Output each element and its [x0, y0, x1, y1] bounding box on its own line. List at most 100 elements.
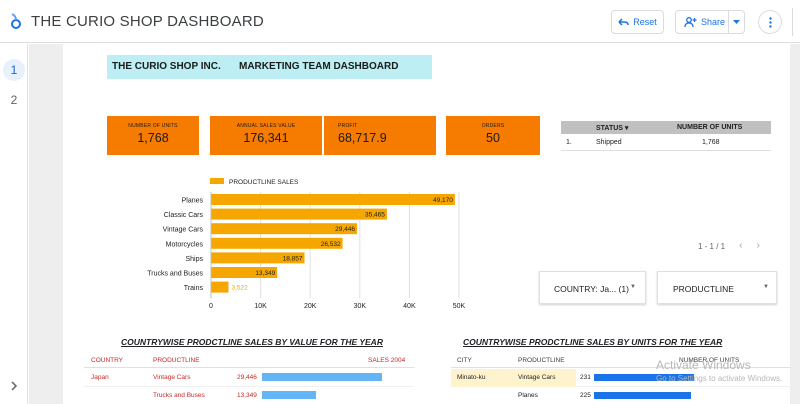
- country-filter-label: COUNTRY: Ja... (1): [554, 284, 629, 294]
- kpi-label: ORDERS: [481, 123, 505, 129]
- x-tick-label: 30K: [354, 303, 367, 310]
- next-page-button[interactable]: ›: [756, 240, 760, 251]
- productline-column-header[interactable]: PRODUCTLINE: [518, 357, 565, 364]
- city-cell-highlight: [451, 369, 514, 387]
- productline-cell-highlight: [514, 369, 576, 387]
- status-cell: Shipped: [596, 139, 622, 146]
- more-options-button[interactable]: [758, 10, 782, 34]
- page-navigation-rail: 1 2: [0, 44, 28, 404]
- app-title: THE CURIO SHOP DASHBOARD: [31, 13, 264, 30]
- units-bar: [594, 374, 694, 381]
- share-dropdown-button[interactable]: [729, 20, 744, 24]
- report-subtitle: MARKETING TEAM DASHBOARD: [239, 61, 399, 72]
- kpi-orders: ORDERS 50: [446, 116, 540, 155]
- sort-desc-icon: ▾: [624, 125, 629, 132]
- reset-button[interactable]: Reset: [611, 10, 664, 34]
- x-tick-label: 20K: [304, 303, 317, 310]
- reset-button-label: Reset: [633, 17, 657, 27]
- chevron-right-icon[interactable]: [6, 378, 22, 394]
- data-label: 29,446: [335, 226, 355, 233]
- share-button[interactable]: Share: [675, 10, 745, 34]
- table-pager: 1 - 1 / 1 ‹ ›: [698, 240, 760, 252]
- sales-column-header[interactable]: SALES 2004: [368, 357, 406, 364]
- kpi-value: 50: [486, 131, 500, 145]
- category-label: Trains: [184, 285, 204, 292]
- x-tick-label: 40K: [403, 303, 416, 310]
- data-label: 13,349: [255, 270, 275, 277]
- activate-windows-watermark: Activate Windows Go to Settings to activ…: [656, 358, 782, 386]
- pager-text: 1 - 1 / 1: [698, 242, 726, 251]
- sales-value-cell: 13,349: [237, 392, 257, 399]
- sales-value-cell: 29,446: [237, 374, 257, 381]
- prev-page-button[interactable]: ‹: [739, 240, 743, 251]
- x-tick-label: 0: [209, 303, 213, 310]
- sales-table-header: COUNTRY PRODUCTLINE SALES 2004: [84, 353, 414, 368]
- watermark-line-1: Activate Windows: [656, 358, 751, 372]
- productline-cell: Vintage Cars: [518, 374, 556, 381]
- productline-sales-chart: PRODUCTLINE SALES 0 10K 20K 30K 40K 50K Planes 4…: [147, 178, 466, 310]
- country-filter[interactable]: COUNTRY: Ja... (1) ▼: [539, 271, 646, 304]
- units-table-title: COUNTRYWISE PRODCTLINE SALES BY UNITS FO…: [463, 337, 723, 347]
- x-tick-label: 10K: [254, 303, 267, 310]
- caret-down-icon: [732, 20, 740, 24]
- sales-table-title: COUNTRYWISE PRODCTLINE SALES BY VALUE FO…: [121, 337, 383, 347]
- units-value-cell: 231: [580, 374, 591, 381]
- kpi-annual-sales-value: ANNUAL SALES VALUE 176,341: [210, 116, 322, 155]
- kpi-value: 68,717.9: [338, 131, 387, 145]
- kpi-label: PROFIT: [338, 123, 358, 129]
- data-label: 18,857: [283, 255, 303, 262]
- bar: [211, 194, 455, 205]
- company-name: THE CURIO SHOP INC.: [112, 61, 221, 72]
- sales-bar: [262, 373, 382, 381]
- toolbar-divider: [792, 8, 793, 36]
- units-value-cell: 225: [580, 392, 591, 399]
- bar: [211, 208, 387, 220]
- productline-cell: Trucks and Buses: [153, 392, 205, 399]
- kpi-value: 176,341: [243, 131, 289, 145]
- kpi-label: ANNUAL SALES VALUE: [236, 123, 296, 129]
- row-index: 1.: [566, 139, 572, 146]
- category-label: Motorcycles: [166, 241, 204, 248]
- city-column-header[interactable]: CITY: [457, 357, 472, 364]
- status-table-header: STATUS ▾ NUMBER OF UNITS: [561, 121, 771, 134]
- productline-column-header[interactable]: PRODUCTLINE: [153, 357, 200, 364]
- productline-cell: Planes: [518, 392, 538, 399]
- kpi-profit: PROFIT 68,717.9: [324, 116, 436, 155]
- watermark-line-2: Go to Settings to activate Windows.: [656, 374, 783, 383]
- page-1-button[interactable]: 1: [3, 59, 25, 81]
- country-cell: Japan: [91, 374, 109, 381]
- undo-icon: [618, 18, 629, 26]
- productline-filter[interactable]: PRODUCTLINE ▼: [657, 271, 777, 304]
- table-row: Japan Vintage Cars 29,446: [84, 369, 414, 387]
- bar: [211, 223, 358, 235]
- table-row: 1. Shipped 1,768: [561, 134, 771, 151]
- table-row: Trucks and Buses 13,349: [84, 387, 414, 404]
- more-vert-icon: [768, 16, 772, 28]
- legend-label: PRODUCTLINE SALES: [229, 179, 299, 186]
- kpi-label: NUMBER OF UNITS: [128, 123, 178, 129]
- sales-bar: [262, 391, 317, 399]
- top-bar: THE CURIO SHOP DASHBOARD Reset Share: [0, 0, 800, 43]
- looker-studio-icon: [11, 13, 21, 29]
- country-column-header[interactable]: COUNTRY: [91, 357, 124, 364]
- productline-cell: Vintage Cars: [153, 374, 191, 381]
- data-label: 49,170: [433, 197, 453, 204]
- city-cell: Minato-ku: [457, 374, 486, 381]
- bar: [211, 237, 343, 249]
- caret-down-icon: ▼: [763, 284, 769, 290]
- units-column-header[interactable]: NUMBER OF UNITS: [679, 357, 740, 364]
- bar: [211, 281, 229, 293]
- category-label: Planes: [182, 198, 204, 205]
- units-column-header[interactable]: NUMBER OF UNITS: [677, 124, 743, 131]
- page-2-button[interactable]: 2: [10, 93, 18, 107]
- category-label: Trucks and Buses: [147, 271, 203, 278]
- bar: [211, 267, 278, 278]
- status-column-header[interactable]: STATUS ▾: [596, 125, 629, 132]
- units-bar: [594, 392, 692, 399]
- data-label: 26,532: [321, 241, 341, 248]
- add-person-icon: [684, 17, 697, 27]
- kpi-number-of-units: NUMBER OF UNITS 1,768: [107, 116, 199, 155]
- kpi-value: 1,768: [137, 131, 169, 145]
- report-canvas: [63, 44, 790, 404]
- category-label: Vintage Cars: [163, 227, 204, 234]
